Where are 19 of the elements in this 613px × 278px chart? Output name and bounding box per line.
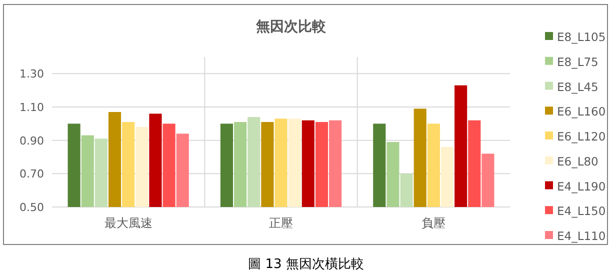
legend-label: E8_L45 bbox=[557, 80, 598, 94]
legend-label: E8_L75 bbox=[557, 54, 598, 69]
caption: 圖 13 無因次橫比較 bbox=[248, 257, 364, 272]
chart-title: 無因次比較 bbox=[255, 19, 327, 35]
y-tick-label: 0.90 bbox=[20, 134, 44, 148]
legend-label: E6_L80 bbox=[557, 154, 598, 168]
legend-label: E4_L190 bbox=[557, 179, 606, 194]
x-tick-label: 正壓 bbox=[269, 216, 293, 230]
y-tick-label: 0.50 bbox=[20, 201, 44, 214]
y-tick-label: 0.70 bbox=[20, 168, 44, 181]
legend-label: E6_L160 bbox=[557, 104, 606, 119]
legend-label: E6_L120 bbox=[557, 130, 606, 144]
legend-label: E8_L105 bbox=[557, 30, 606, 44]
x-tick-label: 最大風速 bbox=[104, 216, 152, 230]
legend-label: E4_L110 bbox=[557, 229, 606, 243]
legend-label: E4_L150 bbox=[557, 204, 606, 218]
y-tick-label: 1.30 bbox=[20, 68, 44, 81]
y-tick-label: 1.10 bbox=[20, 101, 44, 114]
x-tick-label: 負壓 bbox=[422, 216, 446, 230]
